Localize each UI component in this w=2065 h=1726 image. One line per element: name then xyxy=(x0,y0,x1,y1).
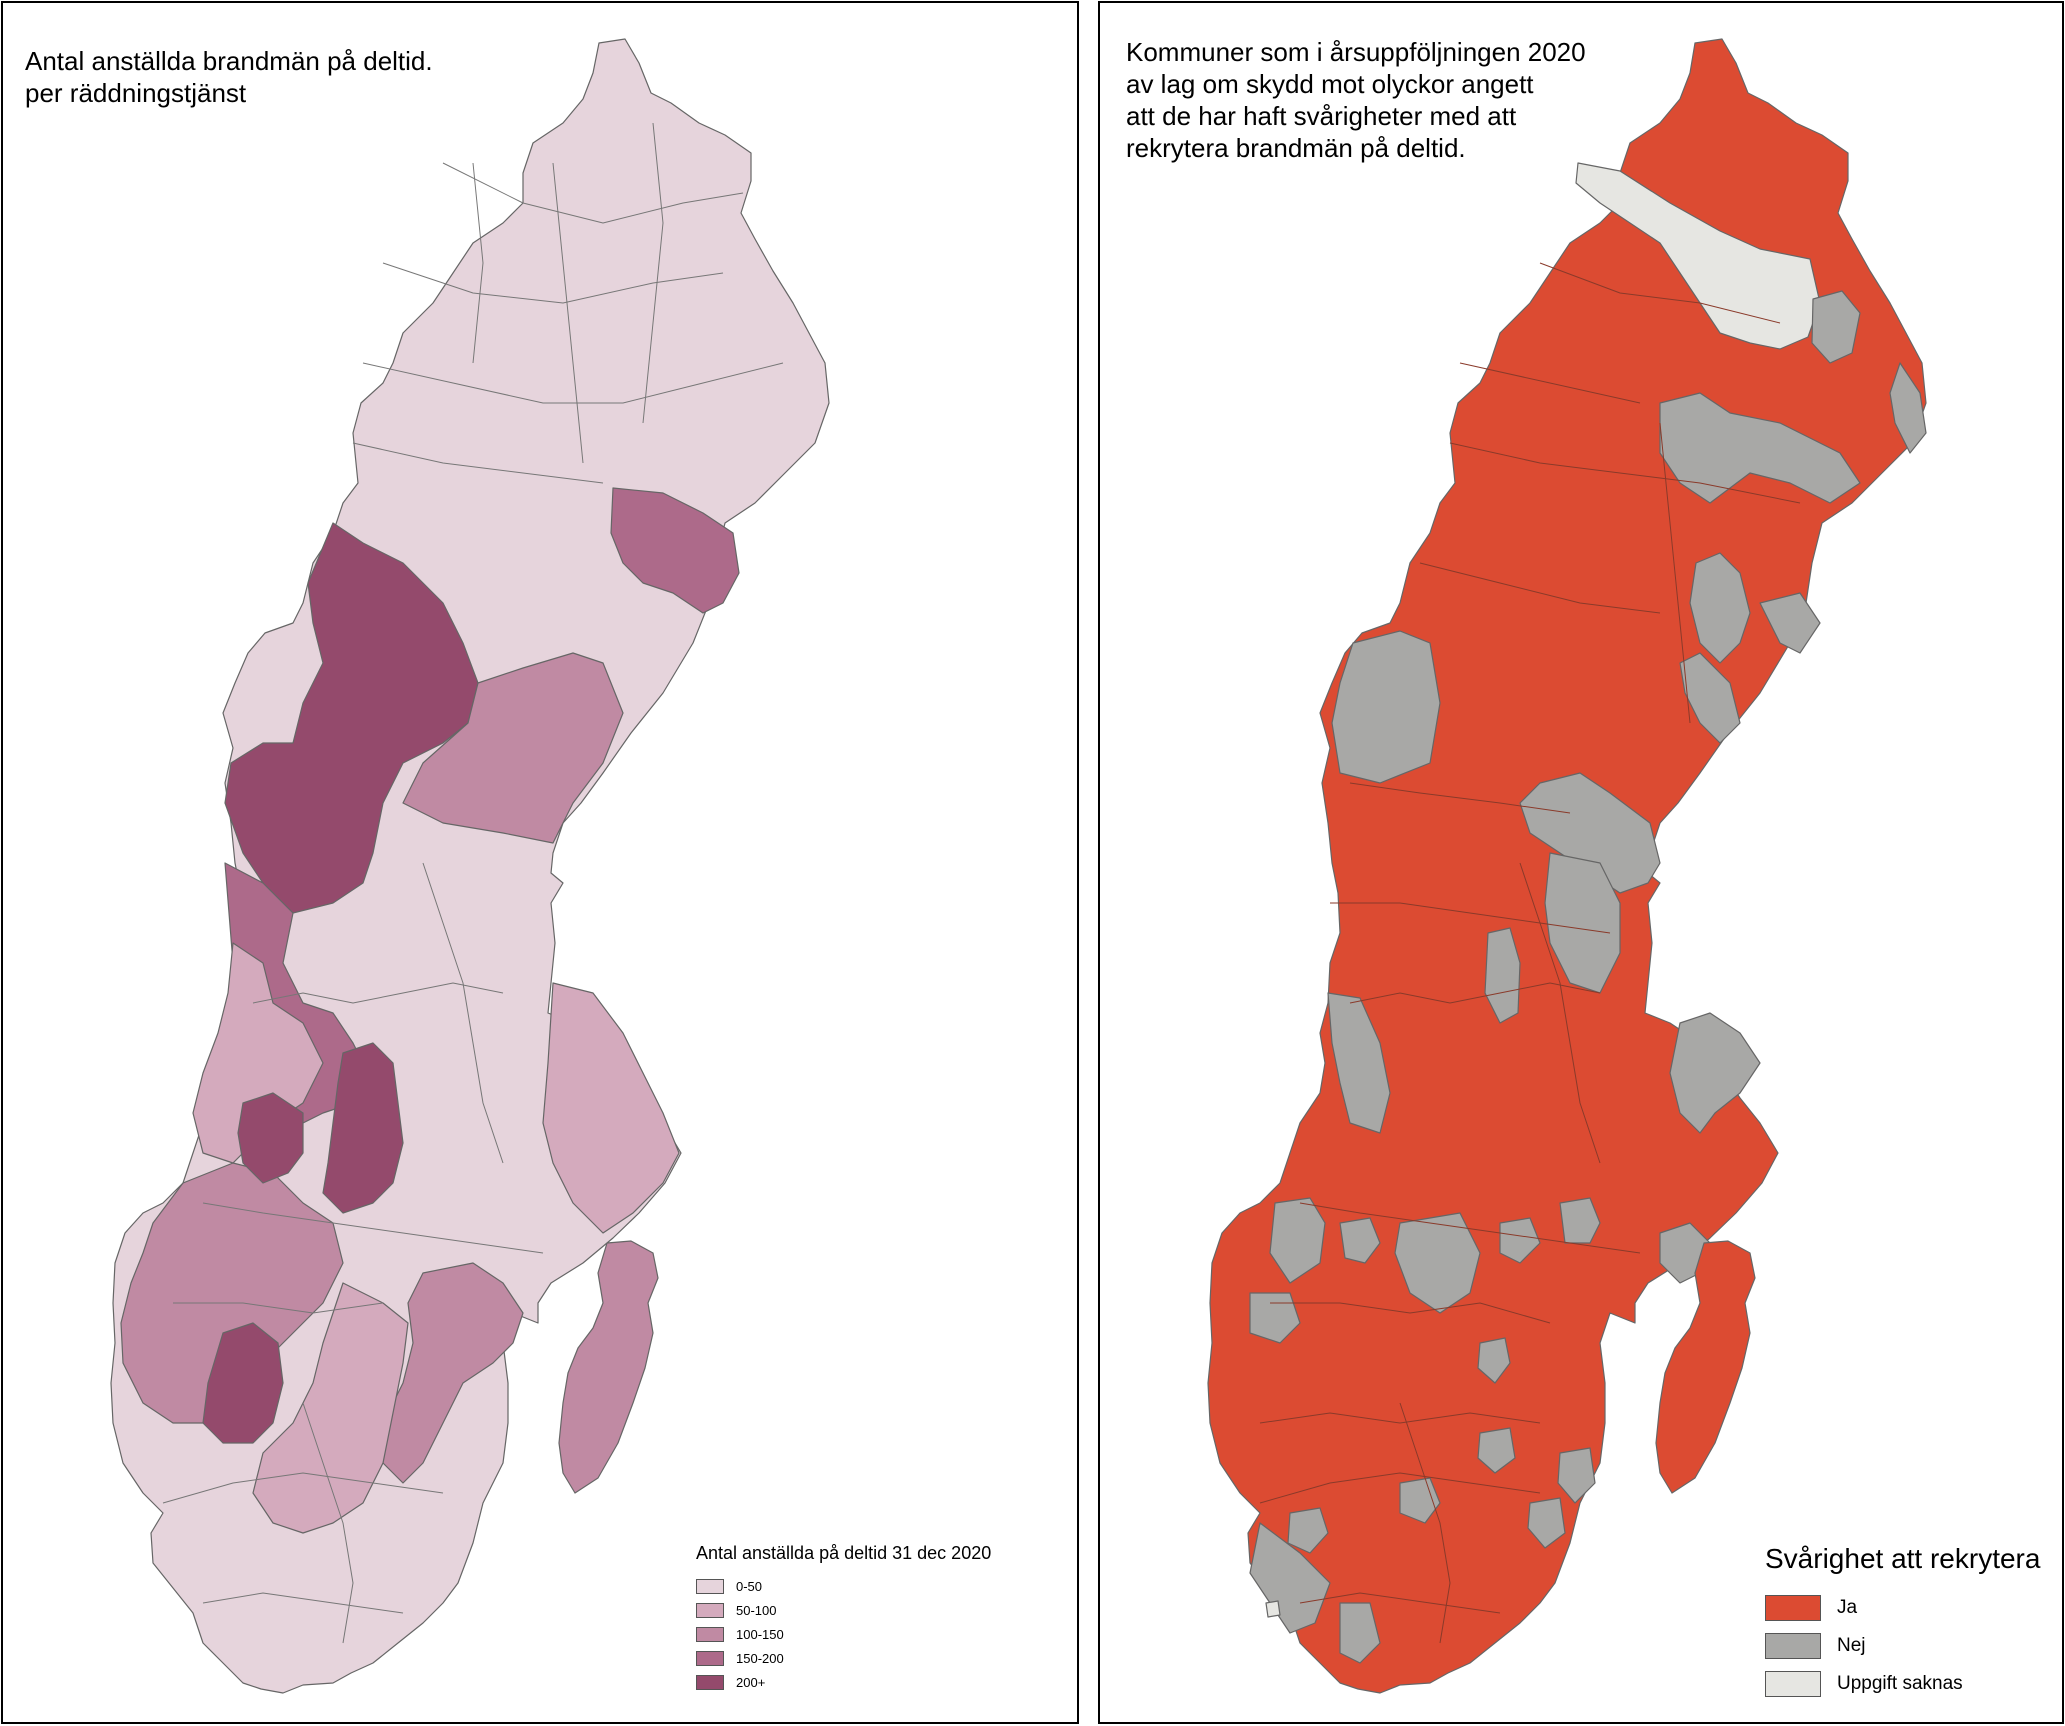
region-nej xyxy=(1287,1507,1329,1554)
region-nej xyxy=(1669,1012,1761,1134)
region-nej xyxy=(1557,1447,1596,1504)
right-legend: Svårighet att rekrytera Ja Nej Uppgift s… xyxy=(1765,1543,2062,1703)
legend-swatch xyxy=(696,1650,724,1666)
region-nej xyxy=(1759,592,1821,654)
region-200-center xyxy=(322,1042,404,1214)
legend-item-0-50: 0-50 xyxy=(696,1574,991,1598)
border-line xyxy=(173,1302,384,1314)
region-nej xyxy=(1659,392,1861,504)
region-100-east xyxy=(402,652,624,844)
border-line xyxy=(162,1472,444,1504)
legend-swatch xyxy=(1765,1595,1821,1621)
region-nej xyxy=(1339,1602,1381,1664)
legend-swatch xyxy=(1765,1633,1821,1659)
border-line xyxy=(1459,362,1641,404)
legend-item-uppgift-saknas: Uppgift saknas xyxy=(1765,1665,2062,1703)
sweden-outline xyxy=(110,38,830,1694)
legend-swatch xyxy=(1765,1671,1821,1697)
border-line xyxy=(252,982,504,1004)
legend-item-200-plus: 200+ xyxy=(696,1670,991,1694)
border-line xyxy=(642,122,664,424)
border-line xyxy=(202,1592,404,1614)
border-line xyxy=(1259,1412,1541,1424)
right-legend-title: Svårighet att rekrytera xyxy=(1765,1543,2041,1574)
region-nej xyxy=(1331,630,1441,784)
legend-item-100-150: 100-150 xyxy=(696,1622,991,1646)
left-legend-title: Antal anställda på deltid 31 dec 2020 xyxy=(696,1543,992,1563)
legend-item-50-100: 50-100 xyxy=(696,1598,991,1622)
region-nej xyxy=(1477,1427,1516,1474)
region-150-north xyxy=(610,487,740,614)
border-line xyxy=(1270,1302,1551,1324)
border-line xyxy=(1259,1472,1541,1504)
region-200-west xyxy=(237,1092,304,1184)
legend-item-ja: Ja xyxy=(1765,1589,2062,1627)
region-nej xyxy=(1484,927,1521,1024)
border-line xyxy=(1449,442,1801,504)
region-missing-data xyxy=(1265,1600,1281,1618)
legend-label: Ja xyxy=(1837,1597,1858,1618)
border-line xyxy=(1299,1592,1501,1614)
border-line xyxy=(1539,262,1781,324)
border-line xyxy=(352,442,604,484)
region-50-east xyxy=(542,982,680,1234)
border-line xyxy=(1399,1402,1451,1644)
region-nej xyxy=(1889,362,1927,454)
region-nej xyxy=(1394,1212,1481,1314)
region-nej xyxy=(1249,1292,1301,1344)
border-line xyxy=(472,162,484,364)
legend-label: 0-50 xyxy=(736,1578,763,1594)
left-map-title: Antal anställda brandmän på deltid. per … xyxy=(25,46,433,108)
region-nej xyxy=(1559,1197,1601,1244)
border-line xyxy=(1349,782,1571,814)
region-nej xyxy=(1269,1197,1326,1284)
border-line xyxy=(442,162,744,224)
border-line xyxy=(1349,982,1601,1004)
right-map-panel: Kommuner som i årsuppföljningen 2020 av … xyxy=(1098,1,2064,1724)
right-map-title: Kommuner som i årsuppföljningen 2020 av … xyxy=(1126,37,1586,163)
border-line xyxy=(552,162,584,464)
legend-label: Nej xyxy=(1837,1635,1866,1656)
region-nej xyxy=(1327,992,1391,1134)
legend-item-nej: Nej xyxy=(1765,1627,2062,1665)
legend-label: 100-150 xyxy=(736,1626,784,1642)
legend-item-150-200: 150-200 xyxy=(696,1646,991,1670)
legend-swatch xyxy=(696,1626,724,1642)
border-line xyxy=(1519,862,1601,1164)
legend-label: 200+ xyxy=(736,1674,766,1690)
border-line xyxy=(1419,562,1661,614)
border-line xyxy=(302,1402,354,1644)
region-nej xyxy=(1811,290,1861,364)
border-line xyxy=(1299,1202,1641,1254)
region-nej xyxy=(1689,552,1751,664)
region-100-southeast xyxy=(382,1262,524,1484)
region-nej xyxy=(1249,1522,1331,1634)
legend-swatch xyxy=(696,1578,724,1594)
left-map-panel: Antal anställda brandmän på deltid. per … xyxy=(1,1,1079,1724)
border-line xyxy=(1659,422,1691,724)
legend-label: Uppgift saknas xyxy=(1837,1673,1963,1694)
legend-swatch xyxy=(696,1674,724,1690)
region-nej xyxy=(1527,1497,1566,1549)
region-nej xyxy=(1339,1217,1381,1264)
legend-swatch xyxy=(696,1602,724,1618)
left-choropleth-map xyxy=(110,38,830,1694)
region-missing-data xyxy=(1575,162,1821,350)
gotland xyxy=(1655,1240,1756,1494)
region-nej xyxy=(1477,1337,1511,1384)
left-legend: Antal anställda på deltid 31 dec 2020 0-… xyxy=(696,1543,991,1694)
region-nej xyxy=(1519,772,1661,894)
legend-label: 150-200 xyxy=(736,1650,784,1666)
border-line xyxy=(1330,902,1611,934)
region-nej xyxy=(1499,1217,1541,1264)
legend-label: 50-100 xyxy=(736,1602,777,1618)
border-line xyxy=(362,362,784,404)
border-line xyxy=(202,1202,544,1254)
border-line xyxy=(382,262,724,304)
region-jamtland xyxy=(224,522,479,914)
region-200-skane-north xyxy=(202,1322,284,1444)
right-categorical-map xyxy=(1207,38,1927,1694)
border-line xyxy=(422,862,504,1164)
gotland xyxy=(558,1240,659,1494)
